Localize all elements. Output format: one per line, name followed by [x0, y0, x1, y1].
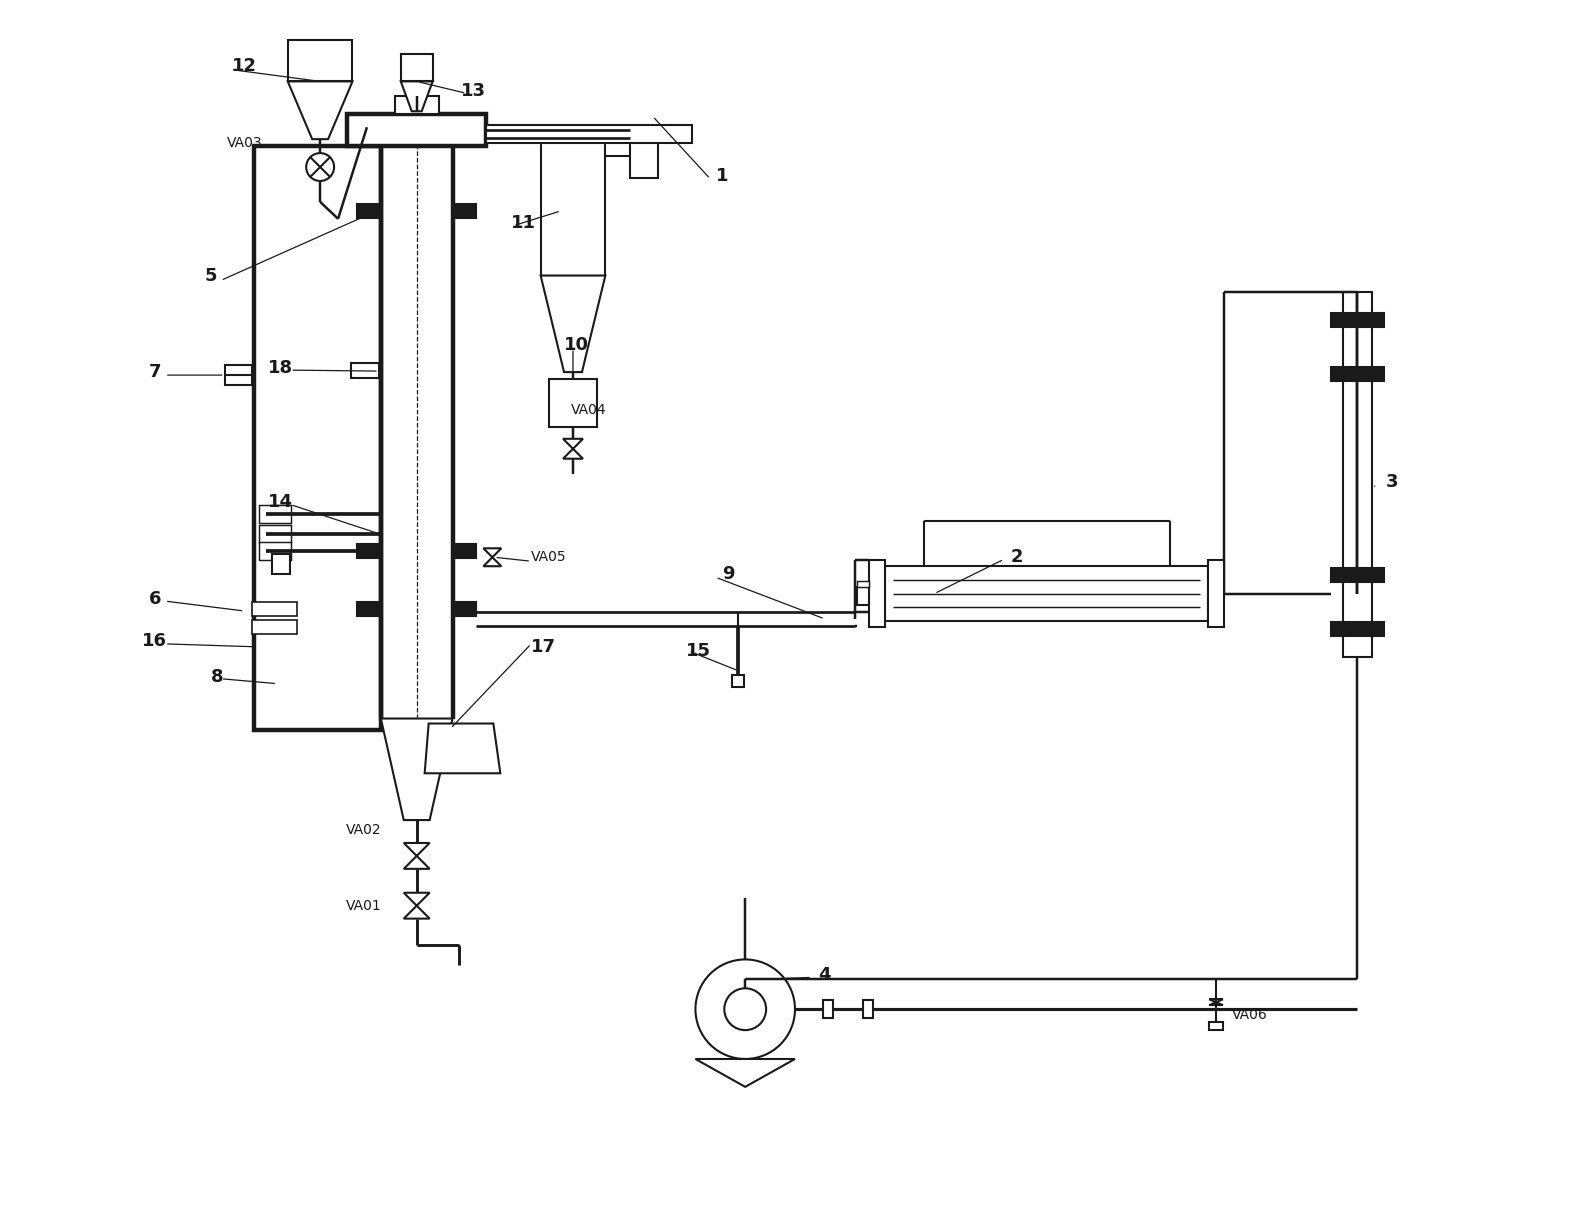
Bar: [357, 602, 380, 616]
Bar: [273, 554, 290, 574]
Bar: [1330, 622, 1384, 635]
Bar: [1330, 568, 1384, 583]
Bar: [1342, 293, 1373, 656]
Bar: [225, 365, 252, 385]
Bar: [1330, 367, 1384, 381]
Bar: [862, 1000, 873, 1018]
Bar: [453, 544, 477, 558]
Bar: [260, 526, 292, 543]
Text: 2: 2: [1011, 548, 1024, 567]
Text: 18: 18: [268, 359, 293, 377]
Polygon shape: [404, 906, 430, 918]
Bar: [487, 125, 693, 143]
Text: 3: 3: [1385, 473, 1398, 490]
Polygon shape: [401, 81, 433, 112]
Circle shape: [724, 988, 766, 1030]
Bar: [350, 363, 379, 379]
Text: 12: 12: [231, 58, 257, 75]
Bar: [357, 204, 380, 218]
Text: 10: 10: [564, 337, 588, 354]
Bar: [1208, 560, 1224, 627]
Bar: [357, 544, 380, 558]
Text: 4: 4: [818, 966, 831, 984]
Bar: [347, 114, 487, 146]
Bar: [857, 580, 869, 586]
Text: VA05: VA05: [531, 551, 567, 564]
Bar: [260, 505, 292, 524]
Text: 9: 9: [723, 565, 734, 584]
Polygon shape: [540, 275, 605, 372]
Polygon shape: [404, 843, 430, 855]
Text: VA06: VA06: [1232, 1008, 1268, 1023]
Bar: [884, 567, 1208, 621]
Text: VA04: VA04: [571, 403, 607, 417]
Polygon shape: [563, 449, 583, 458]
Bar: [252, 619, 298, 634]
Text: 6: 6: [149, 590, 162, 608]
Text: 17: 17: [531, 638, 556, 656]
Circle shape: [696, 960, 796, 1059]
Bar: [288, 39, 352, 81]
Text: VA01: VA01: [346, 898, 382, 913]
Bar: [548, 379, 598, 426]
Text: VA02: VA02: [346, 823, 382, 837]
Text: VA03: VA03: [227, 136, 262, 150]
Polygon shape: [288, 81, 352, 139]
Polygon shape: [380, 719, 453, 820]
Text: 5: 5: [204, 267, 217, 285]
Bar: [823, 1000, 832, 1018]
Bar: [1209, 1023, 1224, 1030]
Polygon shape: [425, 724, 501, 773]
Bar: [252, 602, 298, 616]
Polygon shape: [696, 1059, 796, 1086]
Text: 11: 11: [510, 214, 536, 232]
Text: 1: 1: [716, 167, 729, 186]
Bar: [453, 204, 477, 218]
Bar: [732, 675, 745, 687]
Circle shape: [306, 154, 334, 181]
Polygon shape: [563, 439, 583, 449]
Bar: [395, 96, 439, 114]
Bar: [631, 134, 658, 178]
Text: 15: 15: [686, 642, 712, 660]
Polygon shape: [404, 892, 430, 906]
Bar: [857, 586, 869, 605]
Bar: [255, 146, 380, 730]
Text: 7: 7: [149, 363, 162, 381]
Polygon shape: [404, 855, 430, 869]
Bar: [260, 542, 292, 560]
Bar: [1330, 313, 1384, 327]
Text: 8: 8: [211, 667, 223, 686]
Bar: [540, 127, 605, 275]
Bar: [401, 54, 433, 81]
Polygon shape: [483, 548, 501, 557]
Bar: [453, 602, 477, 616]
Text: 14: 14: [268, 493, 293, 510]
Bar: [869, 560, 884, 627]
Text: 16: 16: [143, 632, 168, 650]
Polygon shape: [483, 557, 501, 567]
Text: 13: 13: [461, 82, 487, 101]
